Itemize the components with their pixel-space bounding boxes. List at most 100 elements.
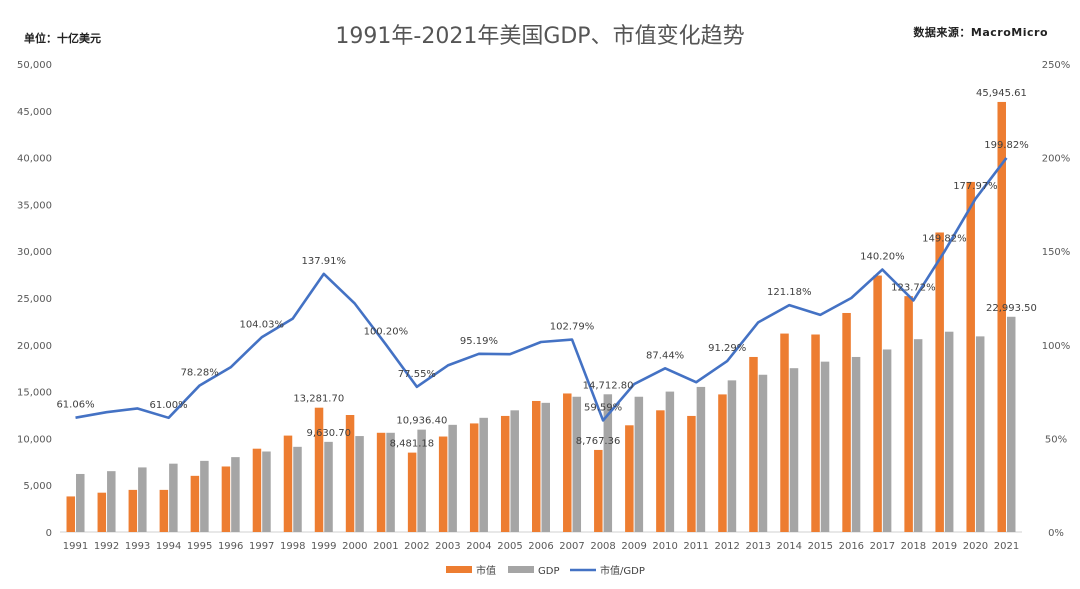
data-label: 177.97% — [953, 181, 998, 192]
data-label: 100.20% — [364, 326, 409, 337]
chart-title: 1991年-2021年美国GDP、市值变化趋势 — [335, 24, 745, 49]
market-cap-bar — [314, 407, 324, 532]
gdp-bar — [76, 473, 85, 532]
y-left-tick-label: 35,000 — [17, 200, 52, 211]
data-label: 9,630.70 — [307, 428, 352, 439]
gdp-bar — [293, 446, 302, 532]
x-tick-label: 2005 — [497, 541, 522, 552]
x-tick-label: 2011 — [683, 541, 708, 552]
x-tick-label: 1993 — [125, 541, 150, 552]
data-label: 149.82% — [922, 234, 967, 245]
market-cap-bar — [966, 181, 975, 532]
data-label: 140.20% — [860, 252, 905, 263]
data-label: 77.55% — [398, 369, 436, 380]
market-cap-bar — [252, 448, 262, 532]
data-label: 121.18% — [767, 287, 812, 298]
x-tick-label: 2010 — [652, 541, 677, 552]
market-cap-bar — [128, 489, 138, 532]
gdp-bar — [510, 410, 519, 532]
gdp-bar — [448, 424, 457, 532]
gdp-bar — [851, 356, 861, 532]
market-cap-bar — [997, 101, 1006, 532]
x-tick-label: 2016 — [839, 541, 864, 552]
market-cap-bar — [873, 275, 882, 532]
gdp-bar — [820, 361, 830, 532]
legend-label: 市值/GDP — [600, 564, 645, 577]
legend-swatch — [508, 566, 534, 573]
market-cap-bar — [594, 449, 603, 532]
data-label: 22,993.50 — [986, 303, 1037, 314]
market-cap-bar — [532, 400, 541, 532]
gdp-bar — [789, 368, 799, 532]
data-label: 45,945.61 — [976, 88, 1027, 99]
x-tick-label: 2004 — [466, 541, 491, 552]
y-right-tick-label: 50% — [1045, 434, 1067, 445]
data-label: 199.82% — [984, 140, 1029, 151]
data-label: 87.44% — [646, 350, 684, 361]
ratio-line — [75, 157, 1008, 422]
x-tick-label: 2008 — [590, 541, 615, 552]
market-cap-bar — [407, 452, 417, 532]
market-cap-bar — [718, 394, 727, 532]
x-tick-label: 2020 — [963, 541, 988, 552]
gdp-bar — [882, 349, 892, 532]
y-right-tick-label: 150% — [1042, 247, 1071, 258]
y-left-tick-label: 0 — [46, 528, 52, 539]
market-cap-bar — [221, 466, 231, 532]
market-cap-bar — [656, 410, 665, 532]
x-tick-label: 2000 — [342, 541, 367, 552]
data-label: 91.29% — [708, 343, 746, 354]
gdp-bar — [107, 471, 116, 532]
market-cap-bar — [438, 436, 448, 532]
gdp-bar — [541, 402, 550, 532]
market-cap-bar — [469, 423, 479, 532]
source-label: 数据来源：MacroMicro — [913, 26, 1048, 39]
gdp-bar — [355, 436, 364, 532]
gdp-bar — [479, 417, 488, 532]
gdp-bar — [913, 339, 923, 532]
gdp-bar — [417, 429, 426, 532]
y-left-tick-label: 50,000 — [17, 60, 52, 71]
market-cap-bar — [749, 356, 758, 532]
y-right-tick-label: 100% — [1042, 341, 1071, 352]
y-left-tick-label: 40,000 — [17, 154, 52, 165]
gdp-bar — [975, 336, 985, 532]
market-cap-bar — [842, 312, 851, 532]
data-label: 14,712.80 — [583, 380, 634, 391]
gdp-bar — [200, 460, 209, 532]
gdp-bar — [603, 394, 613, 532]
market-cap-bar — [687, 415, 696, 532]
gdp-bar — [231, 457, 240, 532]
x-tick-label: 2006 — [528, 541, 553, 552]
market-cap-bar — [376, 432, 386, 532]
y-left-tick-label: 10,000 — [17, 434, 52, 445]
x-tick-label: 1995 — [187, 541, 212, 552]
market-cap-bar — [97, 492, 107, 532]
market-cap-bar — [625, 425, 634, 532]
gdp-bar — [758, 374, 768, 532]
market-cap-bar — [500, 415, 510, 532]
data-label: 59.59% — [584, 402, 622, 413]
data-label: 104.03% — [239, 319, 284, 330]
y-left-tick-label: 15,000 — [17, 388, 52, 399]
gdp-bar — [324, 441, 333, 532]
data-label: 123.72% — [891, 282, 936, 293]
unit-label: 单位：十亿美元 — [24, 32, 101, 45]
x-tick-label: 1999 — [311, 541, 336, 552]
x-tick-label: 1997 — [249, 541, 274, 552]
market-cap-bar — [563, 393, 572, 532]
data-label: 8,767.36 — [576, 436, 621, 447]
gdp-bar — [138, 467, 147, 532]
x-tick-label: 2012 — [714, 541, 739, 552]
y-left-tick-label: 45,000 — [17, 107, 52, 118]
data-label: 13,281.70 — [293, 394, 344, 405]
market-cap-bar — [190, 475, 200, 532]
gdp-bar — [696, 386, 706, 532]
gdp-bar — [169, 463, 178, 532]
gdp-bar — [665, 391, 675, 532]
y-left-tick-label: 25,000 — [17, 294, 52, 305]
x-tick-label: 2015 — [808, 541, 833, 552]
data-label: 78.28% — [181, 367, 219, 378]
